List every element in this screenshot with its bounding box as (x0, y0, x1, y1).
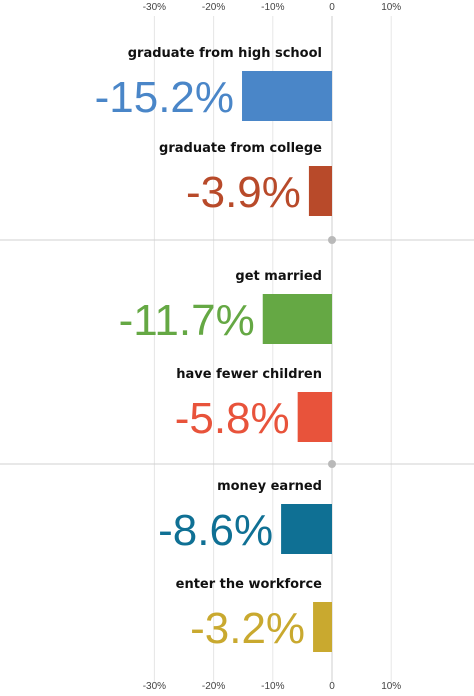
bottom-tick-label: -10% (261, 681, 284, 692)
bar (308, 166, 332, 216)
top-tick-label: 10% (381, 2, 401, 13)
category-label: graduate from college (159, 141, 322, 156)
category-label: graduate from high school (128, 46, 322, 61)
x-axis-top: -30% -20% -10% 0 10% (143, 2, 402, 13)
bottom-tick-label: 10% (381, 681, 401, 692)
bar (262, 294, 332, 344)
data-label: -15.2% (95, 73, 234, 122)
group-separators (0, 236, 474, 468)
bar (297, 392, 332, 442)
bottom-tick-label: -20% (202, 681, 225, 692)
data-label: -11.7% (119, 296, 255, 345)
separator-dot-1 (328, 460, 336, 468)
grid-lines (153, 16, 392, 682)
data-label: -5.8% (175, 394, 290, 443)
separator-dot-0 (328, 236, 336, 244)
bar (281, 504, 332, 554)
top-tick-label: 0 (329, 2, 335, 13)
category-label: get married (235, 269, 322, 284)
data-label: -3.9% (186, 168, 301, 217)
bars: graduate from high school -15.2% graduate … (95, 46, 332, 653)
top-tick-label: -10% (261, 2, 284, 13)
category-label: money earned (217, 479, 322, 494)
bottom-tick-label: -30% (143, 681, 166, 692)
bar (242, 71, 332, 121)
x-axis-bottom: -30% -20% -10% 0 10% (143, 681, 402, 692)
bottom-tick-label: 0 (329, 681, 335, 692)
top-tick-label: -20% (202, 2, 225, 13)
data-label: -3.2% (190, 604, 305, 653)
bar (313, 602, 332, 652)
category-label: enter the workforce (176, 577, 323, 592)
category-label: have fewer children (176, 367, 322, 382)
top-tick-label: -30% (143, 2, 166, 13)
data-label: -8.6% (158, 506, 273, 555)
